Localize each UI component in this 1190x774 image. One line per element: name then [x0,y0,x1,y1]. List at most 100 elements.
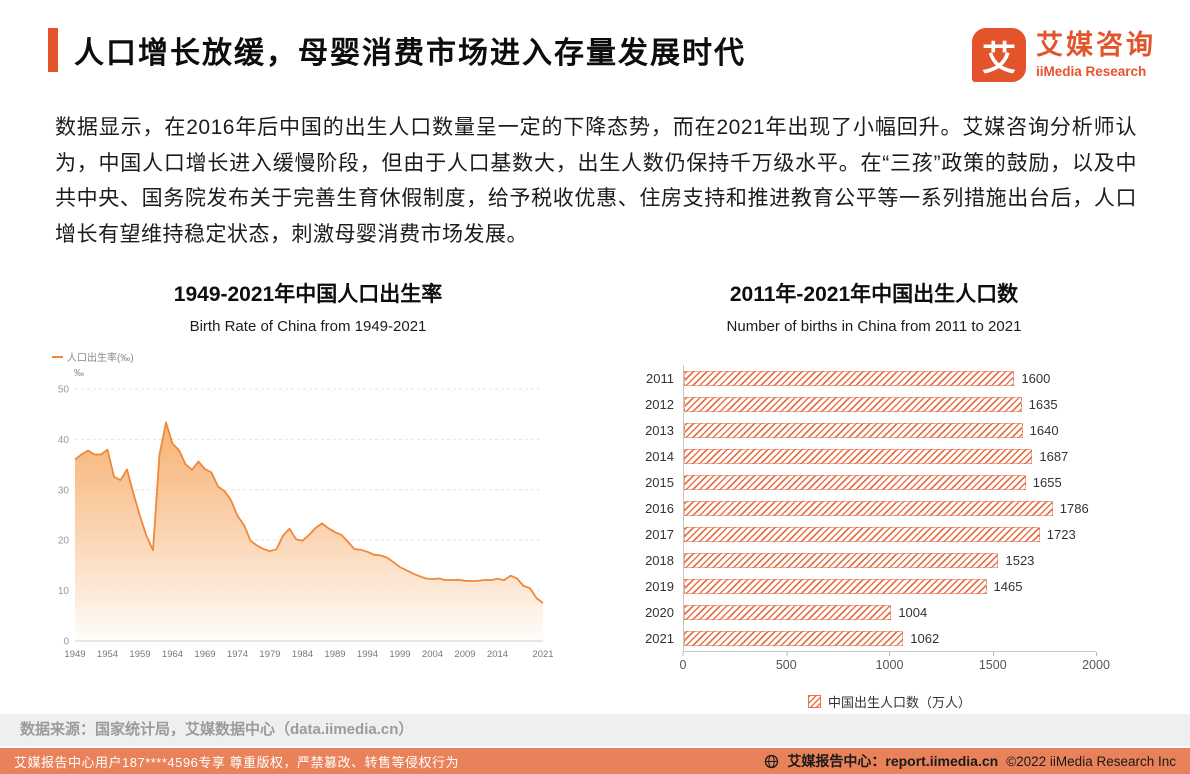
bar [684,448,1033,464]
charts-area: 1949-2021年中国人口出生率 Birth Rate of China fr… [48,276,1152,711]
line-chart: 人口出生率(‰) ‰ 0 10 20 30 40 50 1949 1954 1959 1964 19… [48,349,568,668]
value-label: 1523 [1005,552,1035,568]
bar-chart-title: 2011年-2021年中国出生人口数 [729,283,1019,306]
x-tick-label: 1984 [292,649,313,660]
year-label: 2012 [645,396,674,412]
brand-logo-icon: 艾 [972,28,1026,82]
x-tick-label: 1979 [259,649,280,660]
x-tick-label: 1954 [97,649,118,660]
x-tick-label: 2014 [487,649,508,660]
bar-zone: 1655 [683,469,1097,495]
bar-chart-legend: 中国出生人口数（万人） [683,692,1096,711]
year-label: 2020 [645,604,674,620]
value-label: 1635 [1028,396,1058,412]
year-label: 2017 [645,526,674,542]
globe-icon [765,754,779,768]
x-tick-label: 1000 [875,652,904,672]
bar [684,604,892,620]
x-tick-label: 500 [775,652,797,672]
bar-row-2012: 2012 1635 [624,391,1124,417]
year-label: 2016 [645,500,674,516]
brand-name-en: iiMedia Research [1036,63,1147,79]
value-label: 1465 [993,578,1023,594]
bar-row-2011: 2011 1600 [624,365,1124,391]
year-label: 2021 [645,630,674,646]
bar-row-2018: 2018 1523 [624,547,1124,573]
year-label: 2014 [645,448,674,464]
birth-rate-line [74,421,544,604]
bar-row-2014: 2014 1687 [624,443,1124,469]
legend-label: 中国出生人口数（万人） [827,695,971,710]
x-tick-label: 1974 [227,649,248,660]
x-tick-label: 2021 [532,649,553,660]
year-label: 2019 [645,578,674,594]
bar [684,630,904,646]
bar-zone: 1640 [683,417,1097,443]
x-tick-label: 1959 [129,649,150,660]
x-tick-label: 2009 [454,649,475,660]
bar [684,370,1015,386]
value-label: 1600 [1021,370,1051,386]
legend-marker-icon [52,355,63,358]
x-tick-label: 1969 [194,649,215,660]
legend-label: 人口出生率(‰) [67,353,134,364]
value-label: 1655 [1032,474,1062,490]
line-chart-title: 1949-2021年中国人口出生率 [173,283,443,306]
line-chart-subtitle: Birth Rate of China from 1949-2021 [189,318,427,335]
bar-row-2019: 2019 1465 [624,573,1124,599]
bar-row-2017: 2017 1723 [624,521,1124,547]
bar-zone: 1723 [683,521,1097,547]
footer-bar: 艾媒报告中心用户187****4596专享 尊重版权，严禁篡改、转售等侵权行为 … [0,748,1190,774]
bar-zone: 1635 [683,391,1097,417]
title-accent-bar [48,28,58,72]
brand-logo: 艾 艾媒咨询 iiMedia Research [972,28,1156,82]
bar [684,422,1023,438]
x-tick-label: 1949 [64,649,85,660]
bar-zone: 1687 [683,443,1097,469]
bar-rows: 2011 1600 2012 1635 2013 1640 2014 1687 2015 1655… [624,365,1124,651]
bar-row-2020: 2020 1004 [624,599,1124,625]
y-tick-label: 10 [58,586,70,597]
bar [684,578,987,594]
bar [684,526,1040,542]
bar-row-2013: 2013 1640 [624,417,1124,443]
y-tick-label: 50 [58,385,70,396]
x-tick-label: 1994 [357,649,378,660]
page-title: 人口增长放缓，母婴消费市场进入存量发展时代 [74,37,746,70]
legend-swatch-icon [807,695,821,708]
x-tick-label: 2004 [422,649,443,660]
header: 人口增长放缓，母婴消费市场进入存量发展时代 艾 艾媒咨询 iiMedia Res… [48,28,1156,82]
x-tick-label: 1500 [978,652,1007,672]
bar-row-2016: 2016 1786 [624,495,1124,521]
bar-zone: 1465 [683,573,1097,599]
copyright-text: ©2022 iiMedia Research Inc [1006,753,1176,769]
value-label: 1640 [1029,422,1059,438]
bar [684,474,1026,490]
summary-paragraph: 数据显示，在2016年后中国的出生人口数量呈一定的下降态势，而在2021年出现了… [55,116,1137,246]
y-tick-label: 20 [58,536,70,547]
bar-zone: 1786 [683,495,1097,521]
year-label: 2018 [645,552,674,568]
bar-chart: 2011 1600 2012 1635 2013 1640 2014 1687 2015 1655… [624,365,1124,711]
value-label: 1004 [898,604,928,620]
bar-zone: 1004 [683,599,1097,625]
x-tick-label: 0 [679,652,687,672]
bar-chart-subtitle: Number of births in China from 2011 to 2… [726,318,1022,335]
year-label: 2013 [645,422,674,438]
line-chart-legend: 人口出生率(‰) [52,349,568,364]
y-tick-label: 40 [58,435,70,446]
x-tick-label: 1989 [324,649,345,660]
x-tick-label: 1964 [162,649,183,660]
line-chart-section: 1949-2021年中国人口出生率 Birth Rate of China fr… [48,276,568,711]
x-axis-ticks: 0 500 1000 1500 2000 [679,652,1110,676]
bar [684,552,999,568]
report-site-text: 艾媒报告中心：report.iimedia.cn [787,753,999,769]
bar [684,396,1022,412]
year-label: 2015 [645,474,674,490]
bar-zone: 1600 [683,365,1097,391]
bar-row-2015: 2015 1655 [624,469,1124,495]
year-label: 2011 [646,370,674,386]
bar [684,500,1053,516]
area-fill [75,422,543,641]
